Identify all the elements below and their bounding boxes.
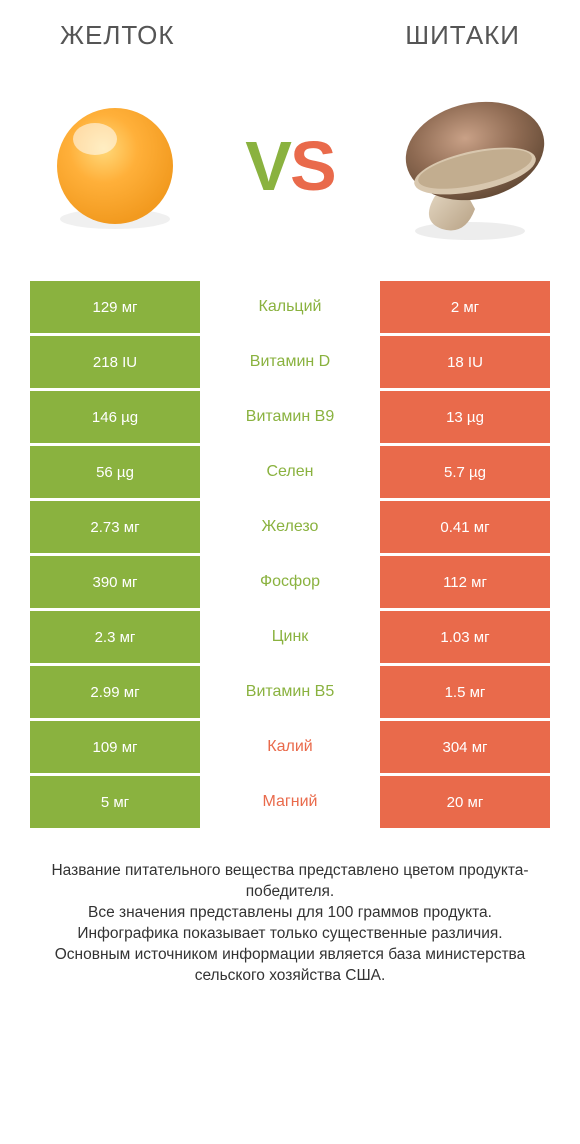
nutrient-row: 218 IUВитамин D18 IU — [30, 336, 550, 388]
right-value-cell: 13 µg — [380, 391, 550, 443]
left-value-cell: 109 мг — [30, 721, 200, 773]
right-value-cell: 20 мг — [380, 776, 550, 828]
footnote-line: Инфографика показывает только существенн… — [30, 924, 550, 945]
right-value-cell: 1.03 мг — [380, 611, 550, 663]
vs-row: VS — [0, 61, 580, 281]
shiitake-image — [380, 81, 550, 251]
right-value-cell: 5.7 µg — [380, 446, 550, 498]
nutrient-row: 390 мгФосфор112 мг — [30, 556, 550, 608]
footnote-line: Все значения представлены для 100 граммо… — [30, 903, 550, 924]
right-value-cell: 112 мг — [380, 556, 550, 608]
left-value-cell: 146 µg — [30, 391, 200, 443]
vs-s-letter: S — [290, 127, 335, 205]
nutrient-name-cell: Витамин B5 — [200, 666, 380, 718]
nutrient-name-cell: Цинк — [200, 611, 380, 663]
nutrient-row: 2.99 мгВитамин B51.5 мг — [30, 666, 550, 718]
nutrient-name-cell: Фосфор — [200, 556, 380, 608]
nutrient-row: 109 мгКалий304 мг — [30, 721, 550, 773]
nutrient-row: 146 µgВитамин B913 µg — [30, 391, 550, 443]
vs-v-letter: V — [245, 127, 290, 205]
nutrient-table: 129 мгКальций2 мг218 IUВитамин D18 IU146… — [0, 281, 580, 828]
header: ЖЕЛТОК ШИТАКИ — [0, 0, 580, 61]
footnote-line: Основным источником информации является … — [30, 945, 550, 987]
yolk-image — [30, 81, 200, 251]
nutrient-row: 56 µgСелен5.7 µg — [30, 446, 550, 498]
left-value-cell: 218 IU — [30, 336, 200, 388]
right-value-cell: 0.41 мг — [380, 501, 550, 553]
left-value-cell: 5 мг — [30, 776, 200, 828]
right-value-cell: 2 мг — [380, 281, 550, 333]
nutrient-name-cell: Витамин B9 — [200, 391, 380, 443]
nutrient-name-cell: Кальций — [200, 281, 380, 333]
footnote-line: Название питательного вещества представл… — [30, 861, 550, 903]
nutrient-row: 2.73 мгЖелезо0.41 мг — [30, 501, 550, 553]
left-value-cell: 129 мг — [30, 281, 200, 333]
left-value-cell: 2.3 мг — [30, 611, 200, 663]
nutrient-name-cell: Калий — [200, 721, 380, 773]
left-value-cell: 2.99 мг — [30, 666, 200, 718]
left-value-cell: 2.73 мг — [30, 501, 200, 553]
nutrient-row: 5 мгМагний20 мг — [30, 776, 550, 828]
right-food-title: ШИТАКИ — [405, 20, 520, 51]
right-value-cell: 18 IU — [380, 336, 550, 388]
nutrient-row: 129 мгКальций2 мг — [30, 281, 550, 333]
left-value-cell: 390 мг — [30, 556, 200, 608]
nutrient-name-cell: Селен — [200, 446, 380, 498]
left-food-title: ЖЕЛТОК — [60, 20, 175, 51]
nutrient-name-cell: Витамин D — [200, 336, 380, 388]
nutrient-name-cell: Железо — [200, 501, 380, 553]
nutrient-row: 2.3 мгЦинк1.03 мг — [30, 611, 550, 663]
right-value-cell: 304 мг — [380, 721, 550, 773]
right-value-cell: 1.5 мг — [380, 666, 550, 718]
footnote-text: Название питательного вещества представл… — [0, 831, 580, 987]
left-value-cell: 56 µg — [30, 446, 200, 498]
vs-label: VS — [245, 126, 334, 206]
nutrient-name-cell: Магний — [200, 776, 380, 828]
